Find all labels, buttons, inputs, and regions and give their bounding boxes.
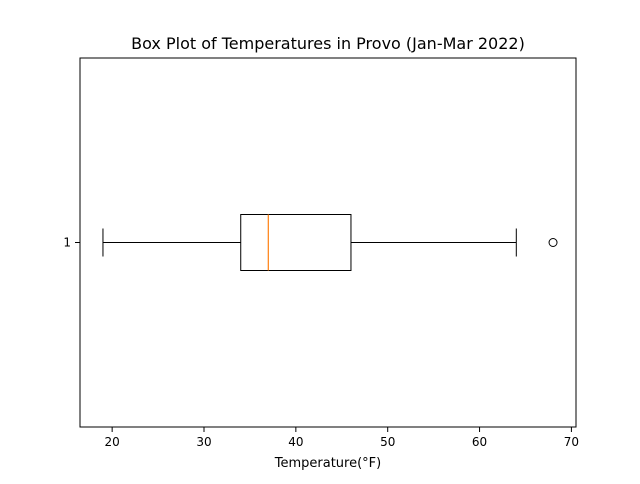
outlier-point xyxy=(548,238,558,247)
interquartile-box xyxy=(240,214,352,271)
chart-title: Box Plot of Temperatures in Provo (Jan-M… xyxy=(131,34,525,53)
x-tick-label: 50 xyxy=(380,435,395,449)
x-axis: 20 30 40 50 60 70 xyxy=(105,427,579,449)
box-group xyxy=(102,214,558,271)
x-tick-label: 60 xyxy=(472,435,487,449)
y-axis: 1 xyxy=(63,236,80,250)
x-tick-label: 70 xyxy=(564,435,579,449)
y-tick-label: 1 xyxy=(63,236,71,250)
box-series xyxy=(102,214,558,271)
x-tick-label: 40 xyxy=(288,435,303,449)
x-tick-label: 30 xyxy=(196,435,211,449)
x-axis-label: Temperature(°F) xyxy=(274,456,381,471)
x-tick-label: 20 xyxy=(105,435,120,449)
